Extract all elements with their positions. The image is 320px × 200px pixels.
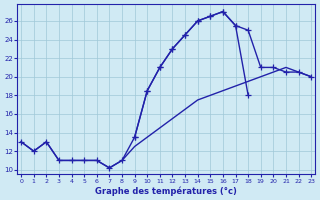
X-axis label: Graphe des températures (°c): Graphe des températures (°c) — [95, 186, 237, 196]
